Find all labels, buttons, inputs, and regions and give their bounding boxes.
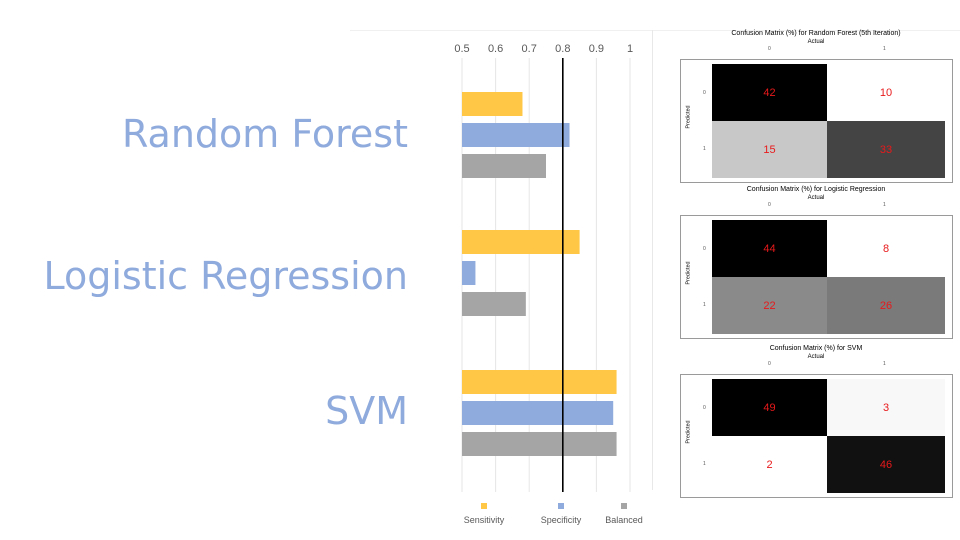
confusion-matrix-random-forest: Confusion Matrix (%) for Random Forest (… xyxy=(672,30,960,183)
x-tick-label: 0.6 xyxy=(488,43,503,55)
panel-divider xyxy=(652,30,653,490)
cm-y-tick: 1 xyxy=(703,461,706,467)
label-random-forest: Random Forest xyxy=(121,112,408,156)
cm-cell: 49 xyxy=(712,379,827,436)
bar-specificity xyxy=(462,261,476,285)
bar-sensitivity xyxy=(462,370,617,394)
cm-y-axis-title: Predicted xyxy=(685,420,692,444)
performance-bar-chart: 0.5 0.6 0.7 0.8 0.9 1 Sensitivity Specificity Ba… xyxy=(454,43,643,525)
x-tick-label: 0.8 xyxy=(555,43,570,55)
bar-balanced xyxy=(462,292,526,316)
cm-x-axis-title: Actual xyxy=(807,353,825,360)
cm-x-tick: 1 xyxy=(883,46,886,53)
cm-frame: Predicted 0 1 49 3 2 46 xyxy=(680,374,953,498)
top-divider xyxy=(350,30,960,31)
bar-sensitivity xyxy=(462,92,523,116)
cm-y-tick: 1 xyxy=(703,146,706,152)
bar-balanced xyxy=(462,154,546,178)
cm-cell: 2 xyxy=(712,436,827,493)
cm-title: Confusion Matrix (%) for Random Forest (… xyxy=(731,30,901,37)
cm-x-tick: 0 xyxy=(768,46,771,53)
cm-y-axis-title: Predicted xyxy=(685,105,692,129)
cm-cell: 44 xyxy=(712,220,827,277)
legend-swatch xyxy=(558,503,564,509)
cm-cell: 15 xyxy=(712,121,827,178)
cm-cell: 8 xyxy=(827,220,945,277)
bar-specificity xyxy=(462,123,570,147)
cm-x-axis-title: Actual xyxy=(807,194,825,201)
bar-specificity xyxy=(462,401,614,425)
bar-balanced xyxy=(462,432,617,456)
confusion-matrix-logistic-regression: Confusion Matrix (%) for Logistic Regres… xyxy=(672,186,960,339)
cm-y-tick: 0 xyxy=(703,405,706,411)
cm-grid: 42 10 15 33 xyxy=(712,64,945,178)
label-logistic-regression: Logistic Regression xyxy=(43,254,408,298)
cm-x-axis-title: Actual xyxy=(807,38,825,45)
cm-x-tick: 1 xyxy=(883,361,886,368)
cm-x-tick: 1 xyxy=(883,202,886,209)
cm-y-tick: 1 xyxy=(703,302,706,308)
cm-grid: 44 8 22 26 xyxy=(712,220,945,334)
x-tick-label: 0.9 xyxy=(589,43,604,55)
cm-title: Confusion Matrix (%) for SVM xyxy=(769,345,863,352)
x-tick-label: 0.7 xyxy=(522,43,537,55)
bar-sensitivity xyxy=(462,230,580,254)
cm-cell: 10 xyxy=(827,64,945,121)
cm-frame: Predicted 0 1 44 8 22 26 xyxy=(680,215,953,339)
cm-x-tick: 0 xyxy=(768,202,771,209)
cm-cell: 33 xyxy=(827,121,945,178)
cm-cell: 42 xyxy=(712,64,827,121)
cm-title: Confusion Matrix (%) for Logistic Regres… xyxy=(746,186,886,193)
cm-cell: 46 xyxy=(827,436,945,493)
legend-label: Specificity xyxy=(541,515,582,525)
x-tick-label: 1 xyxy=(627,43,633,55)
cm-cell: 26 xyxy=(827,277,945,334)
confusion-matrix-svm: Confusion Matrix (%) for SVM Actual 0 1 Pred… xyxy=(672,345,960,498)
legend-label: Balanced xyxy=(605,515,643,525)
cm-x-tick: 0 xyxy=(768,361,771,368)
cm-cell: 22 xyxy=(712,277,827,334)
legend-swatch xyxy=(481,503,487,509)
cm-grid: 49 3 2 46 xyxy=(712,379,945,493)
cm-cell: 3 xyxy=(827,379,945,436)
cm-frame: Predicted 0 1 42 10 15 33 xyxy=(680,59,953,183)
cm-y-tick: 0 xyxy=(703,246,706,252)
x-tick-label: 0.5 xyxy=(454,43,469,55)
cm-y-axis-title: Predicted xyxy=(685,261,692,285)
legend-swatch xyxy=(621,503,627,509)
label-svm: SVM xyxy=(325,389,408,433)
legend-label: Sensitivity xyxy=(464,515,505,525)
cm-y-tick: 0 xyxy=(703,90,706,96)
